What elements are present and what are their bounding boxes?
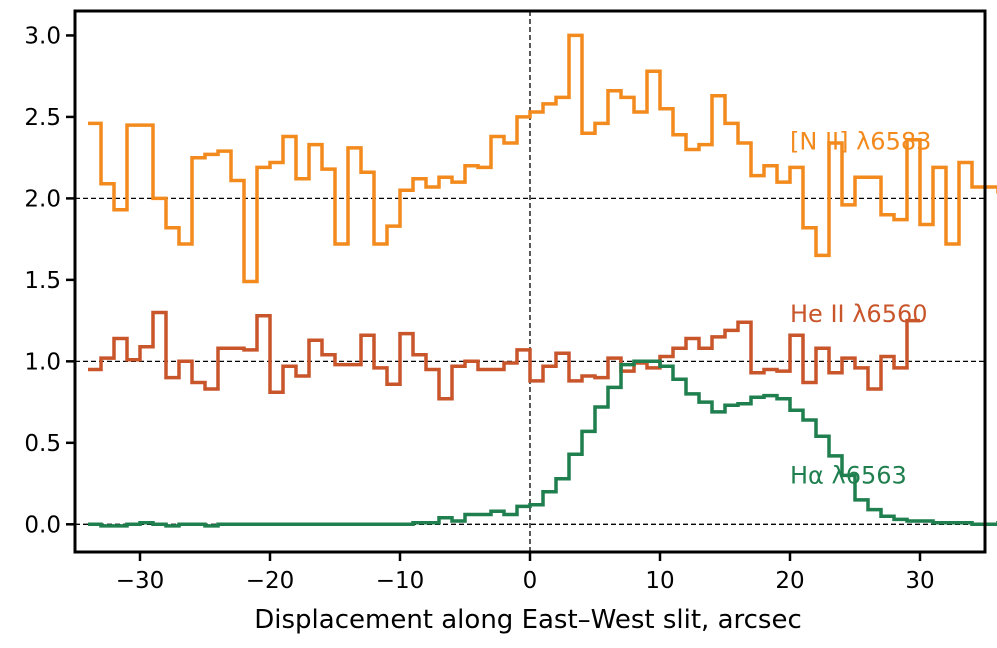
x-tick-label: 10 [645, 568, 674, 594]
series-line-1 [88, 310, 920, 401]
y-tick-label: 1.5 [24, 268, 61, 294]
series-group [88, 33, 997, 528]
y-axis-ticks: 0.0 0.5 1.0 1.5 2.0 2.5 3.0 [24, 23, 75, 538]
series-line-0 [88, 33, 997, 284]
reference-lines [75, 11, 985, 552]
x-tick-label: 20 [775, 568, 804, 594]
x-tick-label: −30 [116, 568, 165, 594]
y-tick-label: 3.0 [24, 23, 61, 49]
x-axis-title: Displacement along East–West slit, arcse… [254, 605, 802, 635]
series-label-1: He II λ6560 [790, 300, 928, 328]
series-labels: [N II] λ6583 He II λ6560 Hα λ6563 [790, 128, 931, 490]
series-label-2: Hα λ6563 [790, 462, 907, 490]
y-tick-label: 0.5 [24, 431, 61, 457]
y-tick-label: 2.0 [24, 186, 61, 212]
x-tick-label: 0 [523, 568, 538, 594]
y-tick-label: 2.5 [24, 105, 61, 131]
x-tick-label: 30 [905, 568, 934, 594]
series-label-0: [N II] λ6583 [790, 128, 931, 156]
x-tick-label: −20 [246, 568, 295, 594]
y-tick-label: 0.0 [24, 512, 61, 538]
y-tick-label: 1.0 [24, 349, 61, 375]
series-line-2 [88, 359, 997, 528]
x-axis-ticks: −30 −20 −10 0 10 20 30 [116, 552, 935, 594]
x-tick-label: −10 [376, 568, 425, 594]
